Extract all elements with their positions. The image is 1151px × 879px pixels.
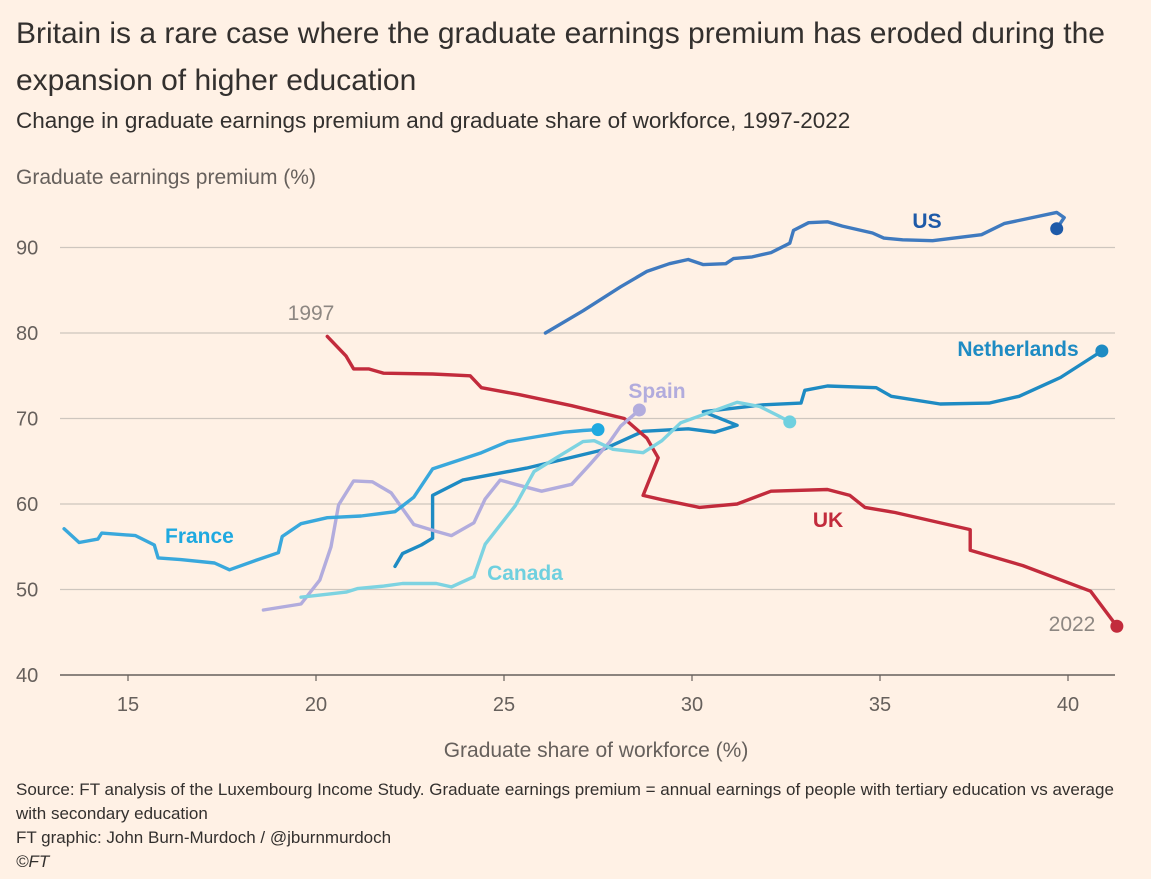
series-label-canada: Canada — [487, 562, 563, 585]
series-end-dot-uk — [1110, 619, 1124, 633]
series-line-netherlands — [393, 349, 1104, 569]
x-tick-label: 15 — [117, 694, 139, 716]
y-tick-label: 70 — [16, 409, 38, 431]
series-end-dot-spain — [632, 403, 646, 417]
series-label-spain: Spain — [628, 380, 685, 403]
x-tick-label: 25 — [493, 694, 515, 716]
series-line-canada — [299, 400, 792, 599]
series-lines — [62, 210, 1124, 633]
y-axis-title: Graduate earnings premium (%) — [16, 166, 316, 189]
x-tick-label: 30 — [681, 694, 703, 716]
series-line-uk — [325, 334, 1119, 628]
series-labels: US Netherlands UK Spain France Canada 1997 2022 — [165, 210, 1095, 636]
series-line-france — [62, 427, 600, 572]
source-note: Source: FT analysis of the Luxembourg In… — [16, 780, 1114, 823]
x-axis-ticks: 15 20 25 30 35 40 — [117, 675, 1079, 716]
series-line-spain — [261, 408, 642, 612]
y-tick-label: 50 — [16, 580, 38, 602]
series-line-us — [543, 210, 1066, 335]
series-label-france: France — [165, 525, 234, 548]
footer: Source: FT analysis of the Luxembourg In… — [16, 778, 1126, 874]
x-tick-label: 40 — [1057, 694, 1079, 716]
series-end-dot-netherlands — [1095, 344, 1109, 358]
y-axis-ticks: 40 50 60 70 80 90 — [16, 238, 38, 688]
copyright: ©FT — [16, 852, 50, 871]
x-tick-label: 35 — [869, 694, 891, 716]
graphic-credit: FT graphic: John Burn-Murdoch / @jburnmu… — [16, 828, 392, 847]
y-tick-label: 40 — [16, 665, 38, 687]
x-tick-label: 20 — [305, 694, 327, 716]
year-annotation-2022: 2022 — [1049, 613, 1096, 636]
x-axis-title: Graduate share of workforce (%) — [444, 739, 749, 762]
series-end-dot-canada — [783, 415, 797, 429]
chart-subtitle: Change in graduate earnings premium and … — [16, 108, 851, 133]
y-tick-label: 80 — [16, 323, 38, 345]
series-end-dot-france — [591, 423, 605, 437]
y-tick-label: 90 — [16, 238, 38, 260]
gridlines — [60, 246, 1115, 676]
year-annotation-1997: 1997 — [288, 302, 335, 325]
series-label-netherlands: Netherlands — [957, 338, 1078, 361]
series-label-us: US — [912, 210, 941, 233]
chart-title: Britain is a rare case where the graduat… — [16, 17, 1105, 97]
series-label-uk: UK — [813, 509, 843, 532]
series-end-dot-us — [1050, 222, 1064, 236]
y-tick-label: 60 — [16, 494, 38, 516]
